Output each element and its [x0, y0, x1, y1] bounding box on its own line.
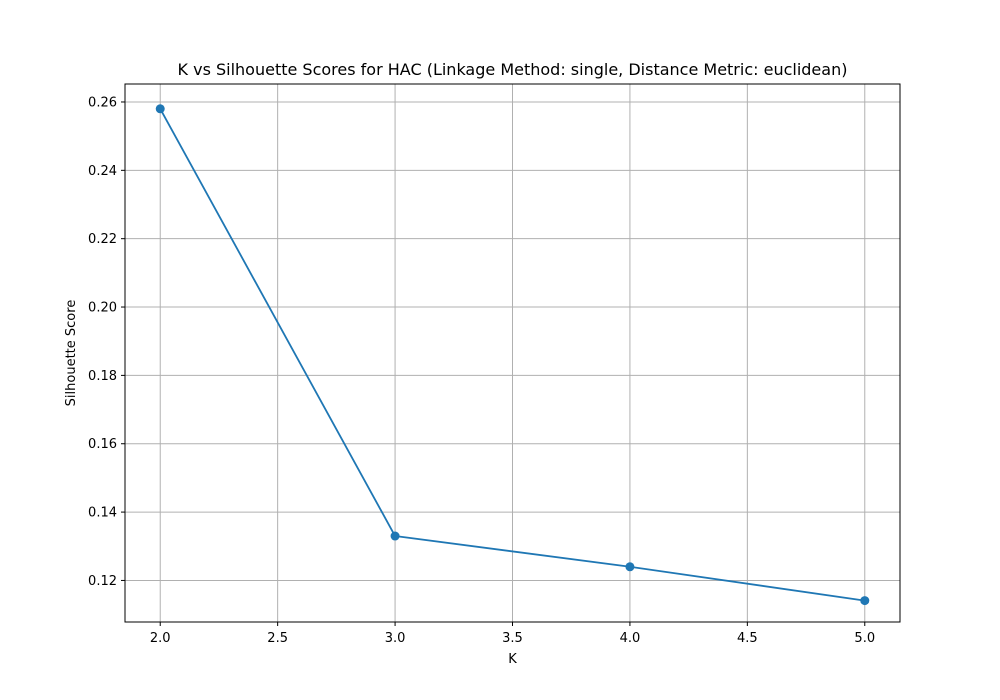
y-tick-label: 0.24	[88, 164, 117, 179]
x-tick-label: 2.5	[267, 631, 288, 646]
data-point-marker	[155, 104, 165, 114]
tick-layer: 2.0 2.5 3.0 3.5 4.0 4.5 5.0 0.12 0.14 0.16 0.18 0.2…	[88, 95, 875, 646]
y-tick-label: 0.16	[88, 437, 117, 452]
y-axis-label: Silhouette Score	[64, 300, 79, 407]
chart-title: K vs Silhouette Scores for HAC (Linkage …	[178, 60, 848, 79]
data-point-marker	[625, 562, 635, 572]
y-tick-label: 0.18	[88, 369, 117, 384]
x-tick-label: 2.0	[150, 631, 171, 646]
x-tick-label: 5.0	[854, 631, 875, 646]
data-point-marker	[860, 596, 870, 606]
y-tick-label: 0.20	[88, 301, 117, 316]
y-tick-label: 0.26	[88, 95, 117, 110]
grid-layer	[125, 84, 900, 622]
x-tick-label: 3.0	[385, 631, 406, 646]
y-tick-label: 0.14	[88, 506, 117, 521]
y-tick-label: 0.12	[88, 574, 117, 589]
y-tick-label: 0.22	[88, 232, 117, 247]
x-tick-label: 3.5	[502, 631, 523, 646]
x-tick-label: 4.5	[737, 631, 758, 646]
data-point-marker	[390, 531, 400, 541]
x-axis-label: K	[508, 652, 517, 667]
series-layer	[155, 104, 870, 606]
series-line	[159, 108, 865, 602]
x-tick-label: 4.0	[620, 631, 641, 646]
